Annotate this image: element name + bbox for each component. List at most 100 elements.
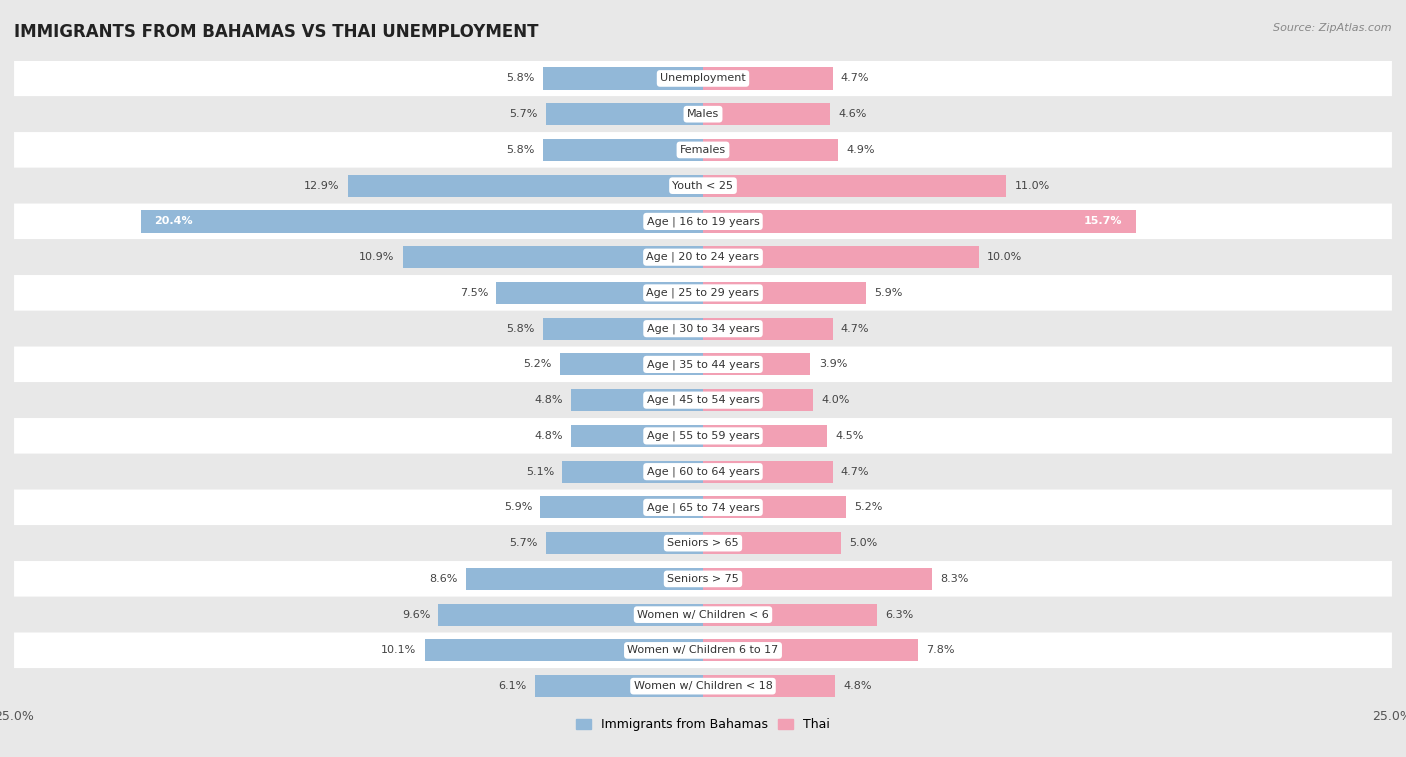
Text: Source: ZipAtlas.com: Source: ZipAtlas.com (1274, 23, 1392, 33)
Text: 10.9%: 10.9% (359, 252, 394, 262)
Text: Seniors > 75: Seniors > 75 (666, 574, 740, 584)
Bar (703, 67, 832, 89)
Bar (703, 354, 810, 375)
Text: 12.9%: 12.9% (304, 181, 339, 191)
Text: Women w/ Children < 18: Women w/ Children < 18 (634, 681, 772, 691)
Text: 3.9%: 3.9% (818, 360, 848, 369)
Bar (703, 282, 866, 304)
Text: 6.3%: 6.3% (884, 609, 912, 620)
Text: 4.6%: 4.6% (838, 109, 866, 119)
FancyBboxPatch shape (14, 96, 1392, 132)
FancyBboxPatch shape (14, 668, 1392, 704)
Text: 15.7%: 15.7% (1084, 217, 1122, 226)
Text: 4.7%: 4.7% (841, 73, 869, 83)
Text: 20.4%: 20.4% (155, 217, 193, 226)
Text: 8.6%: 8.6% (429, 574, 458, 584)
Bar (543, 318, 703, 340)
FancyBboxPatch shape (14, 168, 1392, 204)
FancyBboxPatch shape (14, 453, 1392, 490)
Bar (439, 603, 703, 626)
Text: 5.7%: 5.7% (509, 109, 537, 119)
Text: Females: Females (681, 145, 725, 155)
Bar (703, 640, 918, 662)
Text: 4.5%: 4.5% (835, 431, 863, 441)
Text: 9.6%: 9.6% (402, 609, 430, 620)
Text: Age | 45 to 54 years: Age | 45 to 54 years (647, 395, 759, 406)
FancyBboxPatch shape (14, 132, 1392, 168)
Text: 5.9%: 5.9% (503, 503, 531, 512)
Text: 4.8%: 4.8% (534, 395, 562, 405)
Bar (543, 139, 703, 161)
Text: 5.9%: 5.9% (875, 288, 903, 298)
Bar (703, 389, 813, 411)
Text: 4.8%: 4.8% (844, 681, 872, 691)
Text: Seniors > 65: Seniors > 65 (668, 538, 738, 548)
Bar (703, 103, 830, 125)
Bar (425, 640, 703, 662)
Text: 5.2%: 5.2% (523, 360, 551, 369)
Bar (546, 532, 703, 554)
Text: 7.5%: 7.5% (460, 288, 488, 298)
Bar (703, 246, 979, 268)
Bar (703, 318, 832, 340)
FancyBboxPatch shape (14, 347, 1392, 382)
Text: 10.0%: 10.0% (987, 252, 1022, 262)
Bar (347, 175, 703, 197)
Bar (560, 354, 703, 375)
Text: Age | 35 to 44 years: Age | 35 to 44 years (647, 359, 759, 369)
Text: 4.8%: 4.8% (534, 431, 562, 441)
Text: Age | 65 to 74 years: Age | 65 to 74 years (647, 502, 759, 512)
Text: Unemployment: Unemployment (661, 73, 745, 83)
Text: 11.0%: 11.0% (1014, 181, 1050, 191)
Bar (141, 210, 703, 232)
Text: 5.8%: 5.8% (506, 145, 534, 155)
Text: 8.3%: 8.3% (941, 574, 969, 584)
Bar (543, 67, 703, 89)
Bar (534, 675, 703, 697)
FancyBboxPatch shape (14, 311, 1392, 347)
Text: 6.1%: 6.1% (498, 681, 527, 691)
Text: Age | 20 to 24 years: Age | 20 to 24 years (647, 252, 759, 263)
Bar (703, 139, 838, 161)
Text: 10.1%: 10.1% (381, 646, 416, 656)
Text: Age | 30 to 34 years: Age | 30 to 34 years (647, 323, 759, 334)
Text: 5.8%: 5.8% (506, 73, 534, 83)
Bar (546, 103, 703, 125)
FancyBboxPatch shape (14, 490, 1392, 525)
FancyBboxPatch shape (14, 597, 1392, 633)
Text: 5.0%: 5.0% (849, 538, 877, 548)
FancyBboxPatch shape (14, 61, 1392, 96)
FancyBboxPatch shape (14, 204, 1392, 239)
Legend: Immigrants from Bahamas, Thai: Immigrants from Bahamas, Thai (571, 713, 835, 737)
FancyBboxPatch shape (14, 418, 1392, 453)
Text: 5.7%: 5.7% (509, 538, 537, 548)
Bar (571, 389, 703, 411)
Bar (540, 497, 703, 519)
Text: 5.8%: 5.8% (506, 324, 534, 334)
FancyBboxPatch shape (14, 561, 1392, 597)
Text: Youth < 25: Youth < 25 (672, 181, 734, 191)
Bar (703, 603, 876, 626)
Text: 5.1%: 5.1% (526, 466, 554, 477)
Bar (703, 425, 827, 447)
Bar (703, 175, 1007, 197)
Text: 4.7%: 4.7% (841, 324, 869, 334)
Bar (703, 532, 841, 554)
Text: 4.7%: 4.7% (841, 466, 869, 477)
Text: 4.0%: 4.0% (821, 395, 849, 405)
FancyBboxPatch shape (14, 382, 1392, 418)
Text: 7.8%: 7.8% (927, 646, 955, 656)
Text: 4.9%: 4.9% (846, 145, 875, 155)
Bar (402, 246, 703, 268)
Text: Age | 16 to 19 years: Age | 16 to 19 years (647, 217, 759, 226)
Bar (496, 282, 703, 304)
Bar (703, 675, 835, 697)
FancyBboxPatch shape (14, 525, 1392, 561)
Bar (562, 460, 703, 483)
Text: Women w/ Children 6 to 17: Women w/ Children 6 to 17 (627, 646, 779, 656)
Text: Age | 60 to 64 years: Age | 60 to 64 years (647, 466, 759, 477)
Text: 5.2%: 5.2% (855, 503, 883, 512)
Text: Age | 55 to 59 years: Age | 55 to 59 years (647, 431, 759, 441)
Bar (703, 497, 846, 519)
Bar (703, 568, 932, 590)
